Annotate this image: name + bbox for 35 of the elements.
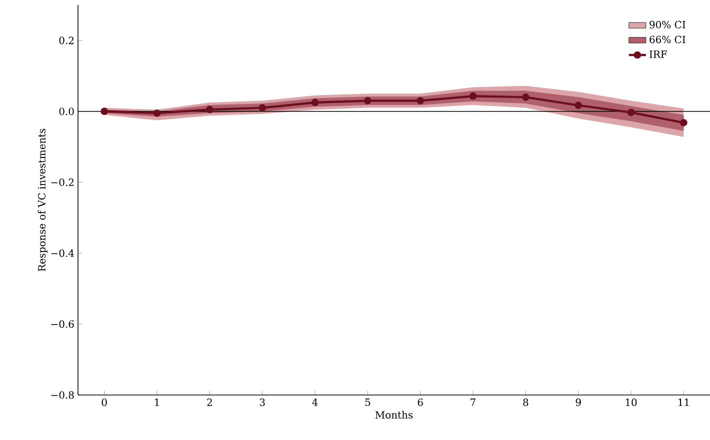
y-tick-label: 0.0 [59,108,74,116]
y-tick-label: −0.4 [51,249,74,257]
x-tick-label: 4 [312,398,318,406]
x-tick-label: 7 [470,398,476,406]
point [574,102,582,110]
y-tick-label: −0.6 [51,320,74,328]
y-tick-label: −0.8 [51,391,74,399]
y-tick-label: 0.2 [59,36,74,44]
point [627,108,635,116]
x-tick-label: 8 [523,398,528,406]
point [522,93,530,101]
y-axis-title: Response of VC investments [38,128,48,272]
legend-label: IRF [650,50,667,58]
point [680,119,688,126]
x-tick-label: 3 [260,398,265,406]
x-tick-label: 9 [576,398,581,406]
point [206,106,214,114]
point [153,109,161,117]
x-axis-title: Months [375,410,413,419]
point [364,97,372,104]
point [258,104,266,112]
point [100,108,108,116]
point [469,92,477,100]
x-tick-label: 0 [102,398,107,406]
point [311,98,319,106]
x-tick-label: 5 [365,398,370,406]
legend-label: 90% CI [650,20,686,28]
x-tick-label: 2 [207,398,212,406]
point [416,97,424,104]
x-tick-label: 11 [678,398,689,406]
x-tick-label: 6 [418,398,423,406]
x-tick-label: 10 [626,398,637,406]
legend-label: 66% CI [650,36,686,44]
x-tick-label: 1 [155,398,159,406]
y-tick-label: −0.2 [51,178,74,186]
